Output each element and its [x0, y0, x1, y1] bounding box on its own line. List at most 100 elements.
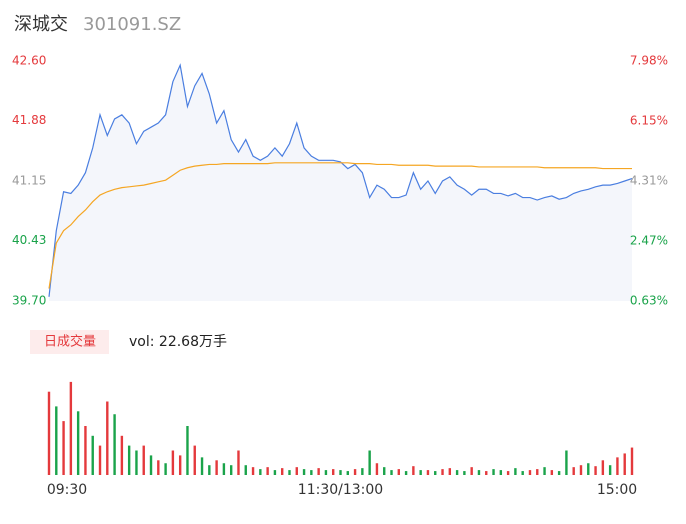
volume-bar [142, 445, 145, 475]
volume-bar [84, 426, 87, 475]
volume-bar [528, 470, 532, 475]
volume-bar [550, 470, 554, 475]
volume-bar [383, 467, 386, 475]
volume-bar [565, 450, 568, 475]
volume-bar [120, 435, 124, 475]
volume-bar [149, 455, 153, 475]
volume-bar [434, 471, 437, 475]
volume-bar [310, 470, 313, 475]
stock-code: 301091.SZ [83, 14, 181, 35]
volume-button-bg[interactable] [30, 330, 109, 354]
volume-bar [47, 391, 51, 475]
y-tick-label: 40.43 [12, 233, 46, 247]
volume-bar [76, 411, 80, 475]
volume-bar [324, 470, 328, 475]
volume-bar [186, 426, 189, 475]
volume-bar [288, 470, 291, 475]
volume-bar [361, 468, 364, 475]
volume-bar [171, 450, 175, 475]
volume-bar [244, 465, 247, 475]
volume-bar [608, 465, 612, 475]
volume-bar [375, 463, 379, 475]
volume-bar [251, 467, 255, 475]
volume-bar [441, 469, 444, 475]
volume-bar [222, 463, 226, 475]
volume-bar [368, 450, 371, 475]
volume-bar [317, 468, 320, 475]
volume-bar [557, 471, 561, 475]
x-tick-label: 09:30 [47, 482, 87, 498]
volume-bar [164, 463, 167, 475]
volume-bar [521, 471, 524, 475]
volume-bar [412, 466, 415, 475]
volume-bar [295, 467, 298, 475]
volume-bar [455, 470, 459, 475]
stock-name: 深城交 [14, 14, 68, 35]
y-tick-label: 39.70 [12, 294, 46, 308]
volume-bar [281, 468, 284, 475]
volume-bar [302, 469, 306, 475]
volume-bar [62, 421, 65, 475]
volume-bar [601, 460, 605, 475]
volume-bar [135, 450, 138, 475]
volume-bar [630, 447, 634, 475]
volume-bar [157, 460, 160, 475]
volume-bar [208, 465, 211, 475]
volume-bar [463, 471, 466, 475]
y2-tick-label: 0.63% [630, 294, 668, 308]
x-tick-label: 11:30/13:00 [298, 482, 383, 498]
volume-bar [579, 465, 583, 475]
y-tick-label: 41.15 [12, 174, 46, 188]
volume-bar [397, 469, 400, 475]
y-tick-label: 42.60 [12, 54, 46, 68]
volume-bar [506, 471, 510, 475]
volume-bar [492, 469, 495, 475]
volume-bar [448, 468, 452, 475]
volume-bar [339, 470, 342, 475]
volume-bar [266, 467, 269, 475]
volume-bar [200, 457, 204, 475]
volume-bar [91, 435, 94, 475]
volume-bar [477, 470, 481, 475]
y2-tick-label: 2.47% [630, 233, 668, 247]
volume-bar [390, 470, 393, 475]
volume-bar [514, 468, 517, 475]
volume-button[interactable]: 日成交量 [44, 334, 96, 350]
volume-bar [237, 450, 240, 475]
volume-bar [485, 471, 488, 475]
y2-tick-label: 7.98% [630, 54, 668, 68]
volume-bar [353, 469, 357, 475]
volume-bar [215, 460, 218, 475]
y-tick-label: 41.88 [12, 113, 46, 127]
volume-bar [229, 465, 233, 475]
volume-bar [346, 471, 349, 475]
price-line [48, 63, 633, 297]
volume-bar [69, 381, 73, 475]
volume-bar [332, 469, 335, 475]
volume-bar [426, 470, 430, 475]
volume-bar [106, 401, 109, 475]
volume-bar [98, 445, 102, 475]
x-tick-label: 15:00 [597, 482, 637, 498]
volume-bar [616, 457, 619, 475]
volume-bar [499, 470, 503, 475]
volume-bar [594, 466, 597, 475]
volume-bar [273, 470, 277, 475]
volume-bar [127, 445, 131, 475]
volume-bar [259, 469, 262, 475]
y2-tick-label: 6.15% [630, 113, 668, 127]
volume-bar [543, 467, 546, 475]
volume-bar [178, 455, 182, 475]
average-line [48, 162, 632, 289]
volume-bar [536, 469, 539, 475]
volume-label: vol: 22.68万手 [129, 334, 227, 350]
volume-bar [419, 470, 422, 475]
volume-bar [572, 467, 575, 475]
volume-bar [113, 414, 116, 475]
volume-bar [193, 445, 196, 475]
volume-bar [623, 453, 626, 475]
price-area [49, 65, 632, 301]
volume-bar [404, 471, 408, 475]
y2-tick-label: 4.31% [630, 173, 668, 187]
